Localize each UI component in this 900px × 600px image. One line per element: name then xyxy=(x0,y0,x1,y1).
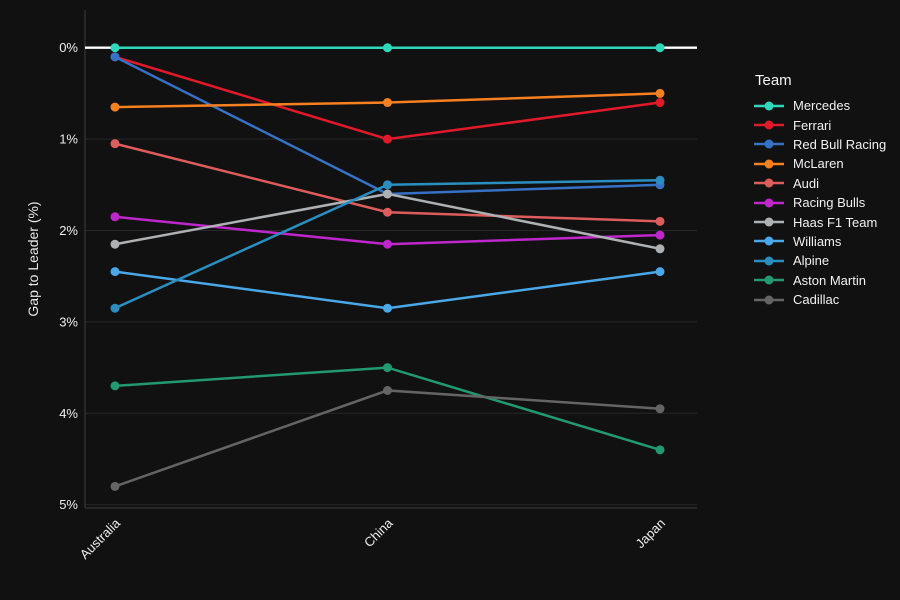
data-point xyxy=(383,303,392,313)
data-point xyxy=(655,216,665,226)
legend-marker xyxy=(754,295,784,305)
data-point xyxy=(655,98,665,108)
legend-marker xyxy=(754,236,784,246)
legend-title: Team xyxy=(755,72,792,89)
legend-item-racing-bulls[interactable]: Racing Bulls xyxy=(753,193,886,212)
data-point xyxy=(655,230,665,240)
legend-item-mercedes[interactable]: Mercedes xyxy=(753,96,886,115)
legend-item-label: Ferrari xyxy=(793,117,832,133)
legend-marker xyxy=(754,275,784,285)
series-red-bull-racing[interactable] xyxy=(110,52,665,199)
data-point xyxy=(655,43,665,53)
data-point xyxy=(383,43,392,53)
series-haas-f1-team[interactable] xyxy=(110,189,665,254)
data-point xyxy=(383,180,392,190)
data-point xyxy=(655,175,665,185)
legend-item-cadillac[interactable]: Cadillac xyxy=(753,290,886,309)
legend-marker xyxy=(754,198,784,208)
legend-item-label: Cadillac xyxy=(793,292,840,308)
legend-item-label: Racing Bulls xyxy=(793,195,866,211)
series-racing-bulls[interactable] xyxy=(110,212,665,249)
series-path xyxy=(114,270,661,310)
data-point xyxy=(110,481,120,491)
data-point xyxy=(655,404,665,414)
legend-marker xyxy=(754,120,784,130)
data-point xyxy=(655,88,665,98)
data-point xyxy=(110,381,120,391)
series-mercedes[interactable] xyxy=(110,43,665,53)
legend-item-label: Haas F1 Team xyxy=(793,214,878,230)
legend-marker xyxy=(754,256,784,266)
data-point xyxy=(383,239,392,249)
series-williams[interactable] xyxy=(110,267,665,313)
y-tick-label: 0% xyxy=(59,40,78,55)
x-tick-label: China xyxy=(361,515,396,550)
data-point xyxy=(110,102,120,112)
data-point xyxy=(383,98,392,108)
series-mclaren[interactable] xyxy=(110,88,665,112)
legend-item-label: McLaren xyxy=(793,156,844,172)
legend-item-label: Williams xyxy=(793,233,842,249)
legend-item-mclaren[interactable]: McLaren xyxy=(753,154,886,173)
legend-item-label: Mercedes xyxy=(793,98,851,114)
x-tick-label: Australia xyxy=(77,515,124,562)
series-path xyxy=(114,55,661,196)
data-point xyxy=(110,239,120,249)
series-path xyxy=(114,366,661,452)
data-point xyxy=(110,52,120,62)
legend-marker xyxy=(754,139,784,149)
data-point xyxy=(655,267,665,277)
data-point xyxy=(383,363,392,373)
data-point xyxy=(110,139,120,149)
data-point xyxy=(655,445,665,455)
series-aston-martin[interactable] xyxy=(110,363,665,455)
data-point xyxy=(110,303,120,313)
legend-items: Mercedes Ferrari Red Bull Racing McLaren Aud… xyxy=(753,96,886,309)
data-point xyxy=(383,189,392,199)
series-audi[interactable] xyxy=(110,139,665,226)
legend-marker xyxy=(754,159,784,169)
data-point xyxy=(383,207,392,217)
data-point xyxy=(110,43,120,53)
legend-marker xyxy=(754,178,784,188)
legend-item-haas-f1-team[interactable]: Haas F1 Team xyxy=(753,212,886,231)
y-axis-title: Gap to Leader (%) xyxy=(25,201,41,316)
y-tick-label: 5% xyxy=(59,497,78,512)
legend-item-red-bull-racing[interactable]: Red Bull Racing xyxy=(753,135,886,154)
series-alpine[interactable] xyxy=(110,175,665,313)
data-point xyxy=(383,385,392,395)
legend-item-label: Red Bull Racing xyxy=(793,136,887,152)
legend-item-audi[interactable]: Audi xyxy=(753,174,886,193)
series-path xyxy=(114,389,661,488)
data-point xyxy=(655,244,665,254)
x-tick-label: Japan xyxy=(632,516,668,552)
data-point xyxy=(110,212,120,222)
series-ferrari[interactable] xyxy=(110,52,665,144)
legend-item-label: Aston Martin xyxy=(793,272,866,288)
legend-item-aston-martin[interactable]: Aston Martin xyxy=(753,271,886,290)
legend: Team Mercedes Ferrari Red Bull Racing McLar… xyxy=(753,72,886,309)
y-tick-label: 3% xyxy=(59,314,78,329)
y-tick-label: 2% xyxy=(59,223,78,238)
legend-marker xyxy=(754,217,784,227)
data-point xyxy=(110,267,120,277)
y-tick-label: 1% xyxy=(59,132,78,147)
legend-item-williams[interactable]: Williams xyxy=(753,232,886,251)
legend-item-label: Alpine xyxy=(793,253,830,269)
series-cadillac[interactable] xyxy=(110,385,665,491)
legend-item-ferrari[interactable]: Ferrari xyxy=(753,115,886,134)
y-tick-label: 4% xyxy=(59,406,78,421)
legend-marker xyxy=(754,101,784,111)
legend-item-label: Audi xyxy=(793,175,820,191)
data-point xyxy=(383,134,392,144)
legend-item-alpine[interactable]: Alpine xyxy=(753,251,886,270)
